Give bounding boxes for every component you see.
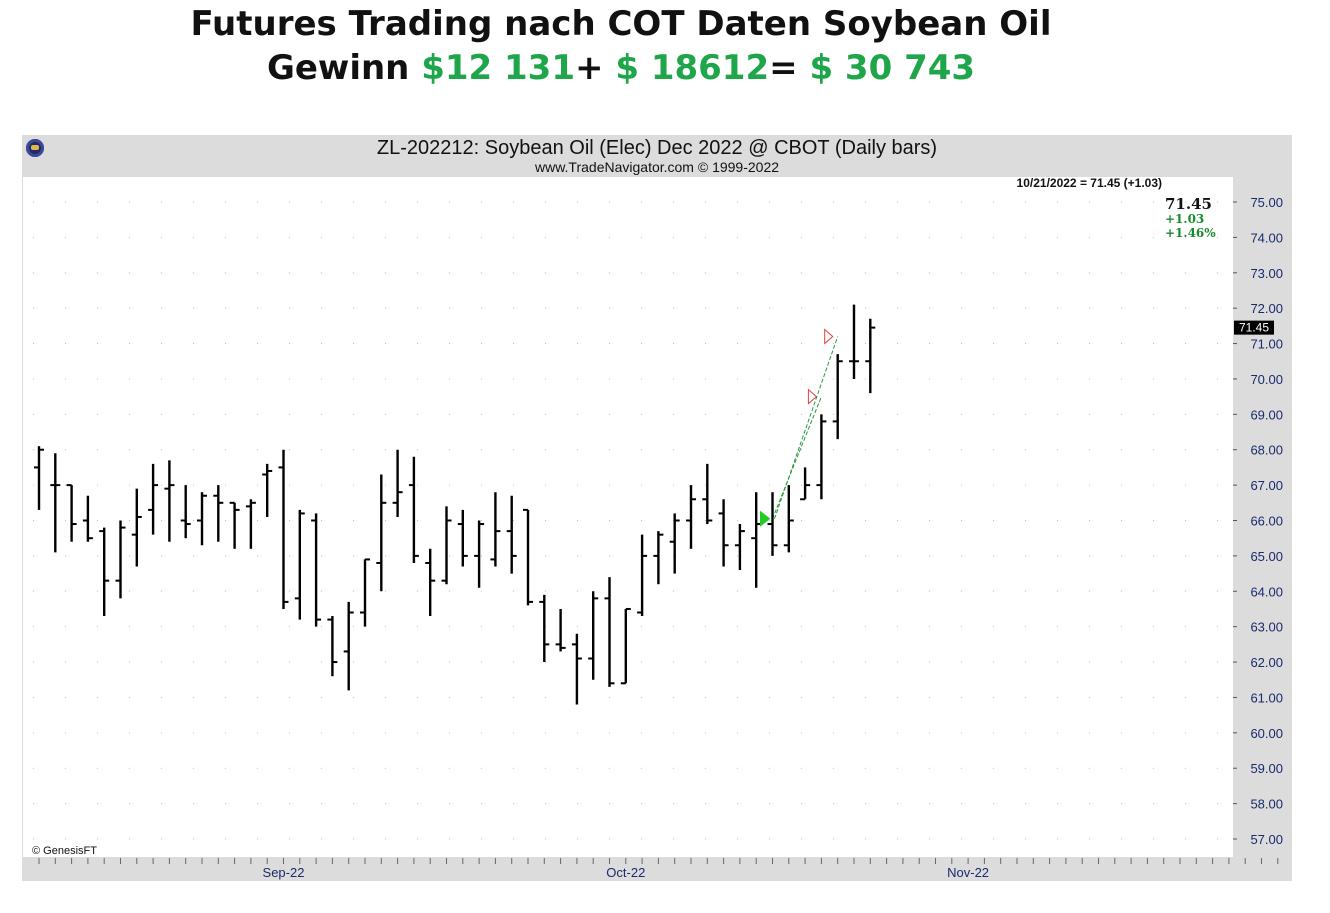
y-tick-label: 66.00 (1250, 514, 1283, 529)
y-tick-label: 67.00 (1250, 478, 1283, 493)
plot-area[interactable] (23, 177, 1233, 857)
y-tick-label: 75.00 (1250, 195, 1283, 210)
exit-signal-marker[interactable] (807, 388, 818, 405)
y-tick-label: 63.00 (1250, 620, 1283, 635)
trade-line (772, 396, 822, 519)
last-price-badge (1234, 320, 1274, 335)
x-tick-label: Nov-22 (947, 865, 989, 880)
chart-subtitle: www.TradeNavigator.com © 1999-2022 (534, 159, 780, 175)
y-tick-label: 69.00 (1250, 407, 1283, 422)
headline-title: Futures Trading nach COT Daten Soybean O… (0, 4, 1242, 44)
chart-title: ZL-202212: Soybean Oil (Elec) Dec 2022 @… (376, 137, 938, 159)
y-tick-label: 71.00 (1250, 337, 1283, 352)
date-value-readout: 10/21/2022 = 71.45 (+1.03) (1017, 176, 1162, 190)
profit-value-1: $12 131 (421, 48, 575, 88)
exit-signal-marker[interactable] (824, 328, 834, 345)
x-tick-label: Sep-22 (263, 865, 305, 880)
y-tick-label: 59.00 (1250, 761, 1283, 776)
y-tick-label: 73.00 (1250, 266, 1283, 281)
profit-plus: + (575, 48, 616, 88)
profit-prefix: Gewinn (266, 48, 422, 88)
y-tick-label: 68.00 (1250, 443, 1283, 458)
trade-line (774, 336, 839, 519)
price-chart-svg: 75.00 74.00 73.00 72.00 71.00 70.00 69.00 68.00… (32, 176, 1283, 880)
y-tick-label: 57.00 (1250, 832, 1283, 847)
profit-value-2: $ 18612 (615, 48, 770, 88)
headline-profit: Gewinn $12 131+ $ 18612= $ 30 743 (0, 48, 1242, 88)
y-tick-label: 72.00 (1250, 301, 1283, 316)
last-price-badge-label: 71.45 (1239, 321, 1269, 335)
headline-title-text: Futures Trading nach COT Daten Soybean O… (190, 4, 1052, 44)
y-tick-label: 58.00 (1250, 797, 1283, 812)
y-tick-label: 64.00 (1250, 584, 1283, 599)
y-tick-label: 65.00 (1250, 549, 1283, 564)
x-tick-label: Oct-22 (606, 865, 645, 880)
y-tick-label: 61.00 (1250, 690, 1283, 705)
quote-change: +1.03 (1165, 212, 1204, 226)
y-tick-label: 60.00 (1250, 726, 1283, 741)
y-tick-label: 70.00 (1250, 372, 1283, 387)
y-tick-label: 74.00 (1250, 230, 1283, 245)
y-tick-label: 62.00 (1250, 655, 1283, 670)
quote-change-pct: +1.46% (1165, 226, 1216, 240)
chart-frame: ZL-202212: Soybean Oil (Elec) Dec 2022 @… (22, 135, 1292, 881)
profit-total: $ 30 743 (809, 48, 976, 88)
genesis-logo-icon[interactable] (26, 139, 44, 157)
copyright-label: © GenesisFT (32, 845, 97, 857)
profit-equals: = (769, 48, 810, 88)
quote-last-price: 71.45 (1165, 195, 1212, 213)
buy-signal-marker[interactable] (760, 510, 771, 527)
